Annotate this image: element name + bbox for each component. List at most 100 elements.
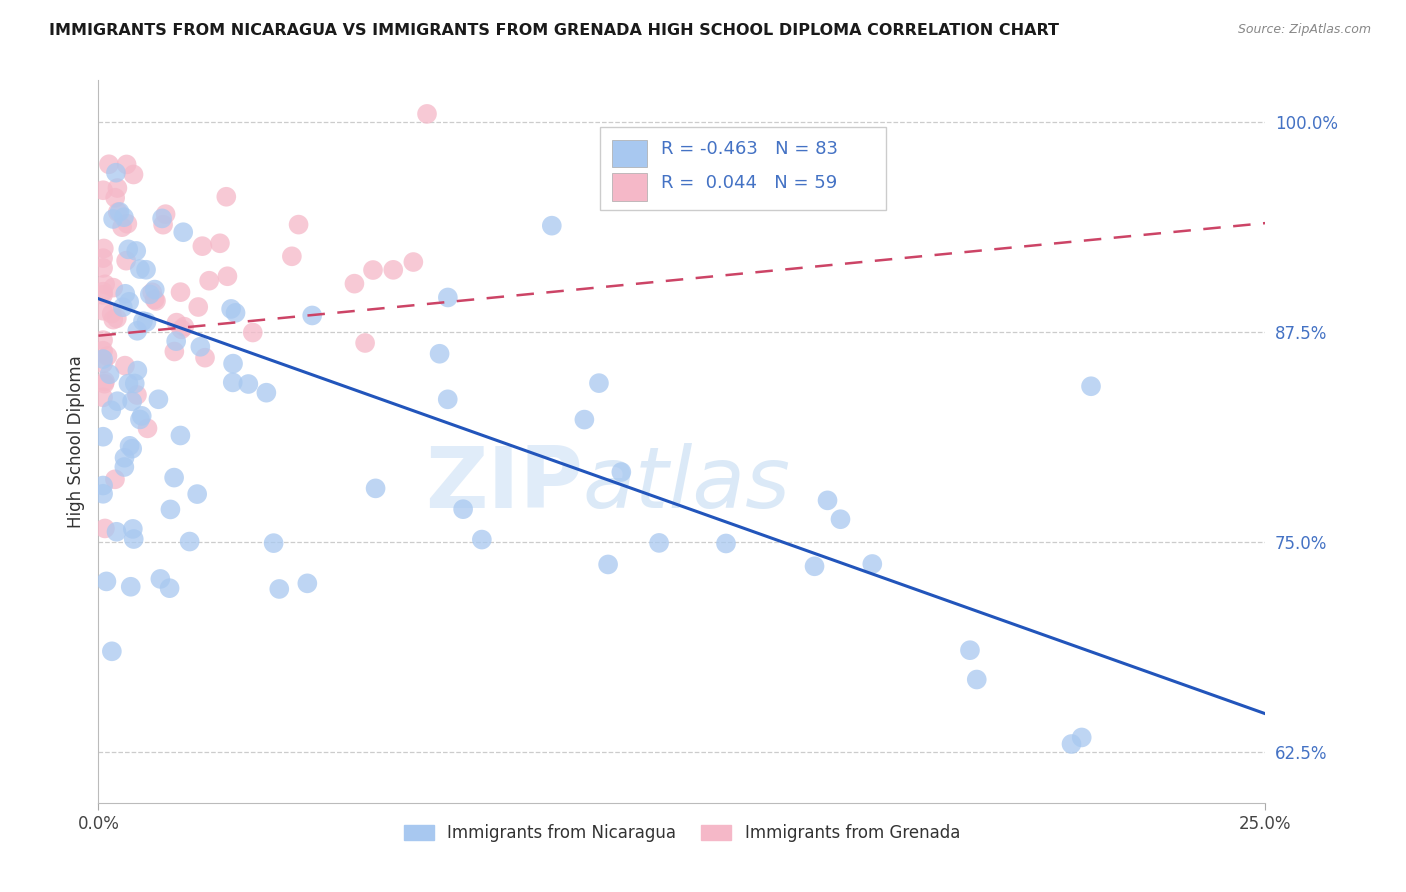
Point xyxy=(382,263,405,277)
Point xyxy=(648,536,671,550)
Point xyxy=(122,168,145,182)
Point xyxy=(343,277,366,291)
Point xyxy=(125,388,148,402)
Point xyxy=(114,450,136,465)
Point xyxy=(132,314,155,328)
Point xyxy=(451,502,474,516)
Point xyxy=(172,225,194,239)
Point xyxy=(118,294,141,309)
Point xyxy=(101,644,124,658)
Point xyxy=(1070,731,1092,745)
Point xyxy=(159,581,181,595)
Point xyxy=(225,306,247,320)
Text: R =  0.044   N = 59: R = 0.044 N = 59 xyxy=(661,174,837,192)
Point xyxy=(437,290,460,304)
Point xyxy=(104,166,127,180)
Point xyxy=(93,376,115,391)
Point xyxy=(429,347,451,361)
Point xyxy=(803,559,825,574)
Point xyxy=(104,191,127,205)
Point xyxy=(860,557,883,571)
Point xyxy=(91,288,114,302)
Point xyxy=(155,207,177,221)
Point xyxy=(127,324,149,338)
Point xyxy=(159,502,181,516)
Point xyxy=(191,239,214,253)
Point xyxy=(115,157,138,171)
Point xyxy=(150,211,173,226)
Point xyxy=(402,255,425,269)
Point xyxy=(91,333,114,347)
Point xyxy=(830,512,852,526)
Point xyxy=(96,349,118,363)
Point xyxy=(114,359,136,373)
Point xyxy=(120,580,142,594)
Point xyxy=(105,311,128,326)
Point xyxy=(471,533,494,547)
Point xyxy=(263,536,285,550)
Point xyxy=(107,181,129,195)
Point xyxy=(122,532,145,546)
Point xyxy=(107,205,129,219)
Point xyxy=(714,536,737,550)
Point xyxy=(91,251,114,265)
Point xyxy=(149,572,172,586)
Point xyxy=(966,673,988,687)
Point xyxy=(100,403,122,417)
Point xyxy=(93,242,115,256)
Text: Source: ZipAtlas.com: Source: ZipAtlas.com xyxy=(1237,23,1371,37)
Point xyxy=(112,460,135,475)
Point xyxy=(169,428,191,442)
Point xyxy=(269,582,291,596)
Point xyxy=(169,285,191,300)
Point xyxy=(287,218,309,232)
Point xyxy=(91,303,114,318)
Point xyxy=(179,534,201,549)
Point xyxy=(361,263,384,277)
Point xyxy=(163,470,186,484)
Point xyxy=(354,335,377,350)
Point xyxy=(91,352,114,367)
Point xyxy=(194,351,217,365)
Point xyxy=(111,300,134,314)
Point xyxy=(117,376,139,391)
Point xyxy=(610,465,633,479)
Point xyxy=(94,375,117,389)
Point xyxy=(100,307,122,321)
Point xyxy=(143,293,166,307)
Point xyxy=(136,421,159,435)
Point xyxy=(96,574,118,589)
Point xyxy=(91,478,114,492)
Point xyxy=(91,487,114,501)
Point xyxy=(121,442,143,456)
Point xyxy=(112,211,135,225)
Point xyxy=(91,343,114,358)
Point xyxy=(1080,379,1102,393)
Point xyxy=(254,385,277,400)
Point xyxy=(103,312,125,326)
Point xyxy=(117,217,139,231)
Point xyxy=(219,301,242,316)
Text: ZIP: ZIP xyxy=(425,443,582,526)
Point xyxy=(127,363,149,377)
Point xyxy=(124,376,146,391)
Point xyxy=(94,277,117,292)
Point xyxy=(217,269,239,284)
Point xyxy=(107,394,129,409)
Text: atlas: atlas xyxy=(582,443,790,526)
Point xyxy=(105,524,128,539)
Point xyxy=(208,236,231,251)
Point xyxy=(198,274,221,288)
Point xyxy=(108,205,131,219)
Point xyxy=(1060,737,1083,751)
Point xyxy=(103,280,125,294)
Point xyxy=(118,439,141,453)
Point xyxy=(91,430,114,444)
Point xyxy=(91,285,114,299)
Point xyxy=(540,219,562,233)
Y-axis label: High School Diploma: High School Diploma xyxy=(66,355,84,528)
Point xyxy=(187,300,209,314)
Point xyxy=(242,326,264,340)
FancyBboxPatch shape xyxy=(612,139,647,167)
FancyBboxPatch shape xyxy=(612,173,647,201)
